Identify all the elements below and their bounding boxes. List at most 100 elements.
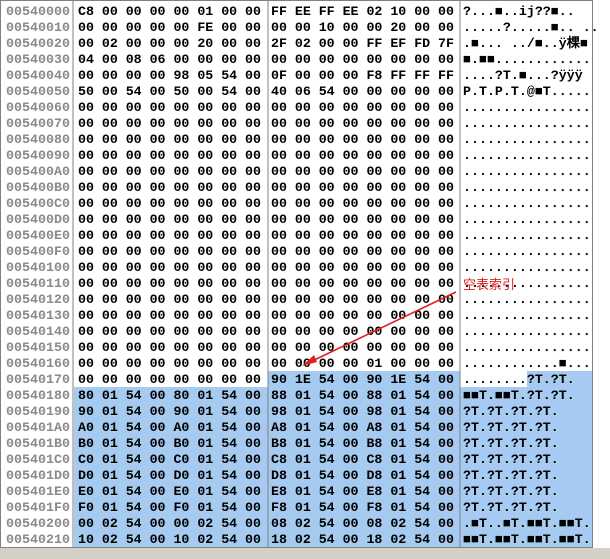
address: 00540210 <box>6 532 70 547</box>
ascii: ................ <box>463 148 591 163</box>
hex-bytes: 80 01 54 00 80 01 54 00 <box>78 388 261 403</box>
hex-bytes: C8 01 54 00 C8 01 54 00 <box>271 452 454 467</box>
hex-bytes: 00 00 00 00 00 00 00 00 <box>271 164 454 179</box>
hex-bytes: 00 00 00 00 00 00 00 00 <box>271 212 454 227</box>
ascii: ................ <box>463 276 591 291</box>
selection-band <box>74 467 592 483</box>
hex-bytes: 00 00 00 00 00 00 00 00 <box>271 260 454 275</box>
hex-bytes: E8 01 54 00 E8 01 54 00 <box>271 484 454 499</box>
hex-bytes: 00 00 00 00 00 00 00 00 <box>78 212 261 227</box>
address: 00540130 <box>6 308 70 323</box>
hex-bytes: A8 01 54 00 A8 01 54 00 <box>271 420 454 435</box>
hex-bytes: 10 02 54 00 10 02 54 00 <box>78 532 261 547</box>
address: 00540040 <box>6 68 70 83</box>
ascii: ■.■■............ <box>463 52 591 67</box>
address: 00540110 <box>6 276 70 291</box>
hex-bytes: 00 00 00 00 00 00 00 00 <box>78 148 261 163</box>
hex-bytes: 00 00 00 00 00 00 00 00 <box>78 372 261 387</box>
hex-bytes: 00 00 00 00 00 00 00 00 <box>271 148 454 163</box>
hex-bytes: 00 00 00 00 00 00 00 00 <box>78 308 261 323</box>
annotation: 空表索引 <box>463 278 515 293</box>
hex-bytes: 00 00 00 00 00 00 00 00 <box>78 100 261 115</box>
ascii: ?T.?T.?T.?T. <box>463 500 559 515</box>
arrow-head <box>302 355 317 366</box>
selection-band <box>74 451 592 467</box>
hex-bytes: 00 00 00 00 00 00 00 00 <box>78 180 261 195</box>
hex-bytes: 00 00 00 00 00 00 00 00 <box>271 100 454 115</box>
selection <box>74 371 592 547</box>
hex-bytes: D8 01 54 00 D8 01 54 00 <box>271 468 454 483</box>
hex-bytes: 00 02 54 00 00 02 54 00 <box>78 516 261 531</box>
ascii: ................ <box>463 292 591 307</box>
address: 00540170 <box>6 372 70 387</box>
frame <box>0 0 593 548</box>
hex-bytes: 00 00 00 00 00 00 00 00 <box>271 132 454 147</box>
hex-bytes: 04 00 08 06 00 00 00 00 <box>78 52 261 67</box>
address: 005401F0 <box>6 500 70 515</box>
hex-bytes: 00 00 10 00 00 20 00 00 <box>271 20 454 35</box>
hex-bytes: 18 02 54 00 18 02 54 00 <box>271 532 454 547</box>
ascii: ?T.?T.?T.?T. <box>463 404 559 419</box>
ascii: ?T.?T.?T.?T. <box>463 420 559 435</box>
address: 005400D0 <box>6 212 70 227</box>
hex-bytes: 00 00 00 00 00 00 00 00 <box>78 164 261 179</box>
hex-bytes: 00 00 00 00 00 00 00 00 <box>271 196 454 211</box>
ascii: ........?T.?T. <box>463 372 575 387</box>
hex-bytes: 98 01 54 00 98 01 54 00 <box>271 404 454 419</box>
address: 005400A0 <box>6 164 70 179</box>
hex-bytes: 90 01 54 00 90 01 54 00 <box>78 404 261 419</box>
hex-bytes: 00 00 00 00 00 00 00 00 <box>271 116 454 131</box>
ascii: .....?.....■.. .. <box>463 20 599 35</box>
address: 00540050 <box>6 84 70 99</box>
ascii: .■... ../■..ÿ棵■ <box>463 34 588 51</box>
hex-bytes: 00 00 00 00 00 00 00 00 <box>271 228 454 243</box>
hex-bytes: C0 01 54 00 C0 01 54 00 <box>78 452 261 467</box>
address: 00540070 <box>6 116 70 131</box>
hex-bytes: F8 01 54 00 F8 01 54 00 <box>271 500 454 515</box>
rows: 00540000 C8 00 00 00 00 01 00 00 FF EE FF … <box>6 4 599 547</box>
ascii: ?T.?T.?T.?T. <box>463 468 559 483</box>
ascii: ................ <box>463 212 591 227</box>
hex-bytes: E0 01 54 00 E0 01 54 00 <box>78 484 261 499</box>
address: 00540200 <box>6 516 70 531</box>
hex-bytes: 00 00 00 00 00 00 00 00 <box>78 260 261 275</box>
address: 00540010 <box>6 20 70 35</box>
address: 00540150 <box>6 340 70 355</box>
ascii: ................ <box>463 100 591 115</box>
address: 00540000 <box>6 4 70 19</box>
hex-bytes: 00 00 00 00 00 00 00 00 <box>271 180 454 195</box>
hex-bytes: 00 00 00 00 00 00 00 00 <box>271 340 454 355</box>
selection-band <box>527 371 592 387</box>
hex-bytes: C8 00 00 00 00 01 00 00 <box>78 4 261 19</box>
scrollbar <box>0 548 610 559</box>
selection-band <box>74 387 592 403</box>
hex-bytes: 2F 02 00 00 FF EF FD 7F <box>271 36 454 51</box>
hex-bytes: 90 1E 54 00 90 1E 54 00 <box>271 372 454 387</box>
selection-band <box>74 435 592 451</box>
ascii: ................ <box>463 164 591 179</box>
address: 005400B0 <box>6 180 70 195</box>
ascii: .■T..■T.■■T.■■T. <box>463 516 591 531</box>
selection-band <box>74 483 592 499</box>
address: 005401D0 <box>6 468 70 483</box>
hex-bytes: 08 02 54 00 08 02 54 00 <box>271 516 454 531</box>
ascii: ■■T.■■T.?T.?T. <box>463 388 575 403</box>
ascii: ................ <box>463 132 591 147</box>
hex-bytes: 00 00 00 00 00 00 00 00 <box>78 324 261 339</box>
address: 00540090 <box>6 148 70 163</box>
ascii: ................ <box>463 196 591 211</box>
hex-bytes: 00 00 00 00 00 00 00 00 <box>271 276 454 291</box>
hex-bytes: B0 01 54 00 B0 01 54 00 <box>78 436 261 451</box>
address: 005401A0 <box>6 420 70 435</box>
ascii: ?T.?T.?T.?T. <box>463 452 559 467</box>
hex-bytes: 88 01 54 00 88 01 54 00 <box>271 388 454 403</box>
selection-band <box>74 499 592 515</box>
ascii: ................ <box>463 340 591 355</box>
selection-band <box>268 371 460 387</box>
address: 005400E0 <box>6 228 70 243</box>
address: 00540140 <box>6 324 70 339</box>
hex-bytes: 00 02 00 00 00 20 00 00 <box>78 36 261 51</box>
address: 005400C0 <box>6 196 70 211</box>
address: 005401B0 <box>6 436 70 451</box>
